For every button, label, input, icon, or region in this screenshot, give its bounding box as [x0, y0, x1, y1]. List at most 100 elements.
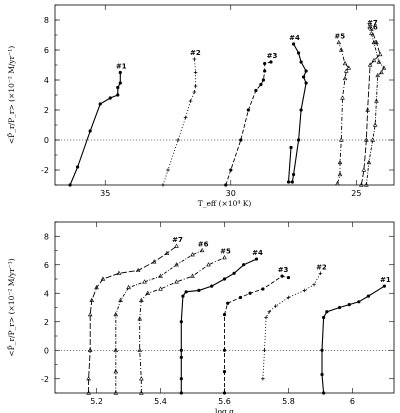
- data-point: [280, 274, 284, 278]
- data-point: [94, 284, 99, 290]
- data-point: [199, 247, 205, 253]
- data-point: [290, 180, 294, 184]
- data-point: [375, 72, 380, 78]
- data-point: [371, 57, 377, 63]
- y-axis-label: <P̂_r/P_r> (×10⁻² M/yr⁻¹): [7, 46, 16, 144]
- data-point: [179, 348, 183, 352]
- y-tick-label: 2: [44, 106, 49, 115]
- data-point: [366, 294, 371, 298]
- series-line-2: [262, 273, 321, 379]
- data-point: [166, 168, 170, 172]
- series-label: #3: [278, 266, 289, 274]
- data-point: [190, 252, 195, 257]
- top-panel-teff: -2 0 2 4 6 8 35 30 25 T_eff (×10⁴ K) <P̂_r/P_r> (×…: [7, 4, 395, 208]
- series-label: #1: [380, 276, 391, 284]
- data-point: [302, 288, 307, 293]
- data-point: [100, 276, 106, 281]
- series-line-6: [115, 250, 203, 393]
- y-tick-label: 6: [44, 46, 49, 55]
- data-point: [322, 315, 326, 320]
- data-point: [206, 262, 211, 267]
- data-point: [261, 78, 266, 82]
- data-point: [289, 145, 293, 150]
- data-point: [343, 68, 349, 73]
- data-point: [179, 355, 183, 359]
- y-tick-label: 0: [44, 136, 49, 145]
- data-point: [179, 377, 183, 381]
- data-point: [222, 313, 227, 317]
- data-point: [338, 305, 342, 310]
- x-tick-label: 25: [351, 189, 361, 198]
- data-point: [222, 391, 227, 395]
- data-point: [174, 262, 179, 267]
- data-point: [372, 122, 378, 127]
- data-point: [304, 69, 308, 73]
- data-point: [338, 47, 344, 52]
- x-tick-label: 5.2: [90, 397, 103, 406]
- series-line-2: [162, 58, 197, 186]
- series-line-3: [224, 275, 289, 393]
- series-label: #2: [316, 263, 327, 271]
- data-point: [286, 180, 291, 184]
- data-point: [238, 295, 243, 300]
- data-point: [222, 348, 227, 352]
- data-point: [254, 257, 259, 261]
- data-point: [139, 297, 144, 302]
- data-point: [116, 85, 120, 90]
- x-tick-label: 5.6: [218, 397, 231, 406]
- data-point: [226, 301, 230, 305]
- data-point: [113, 347, 119, 352]
- series-line-7: [88, 245, 177, 393]
- data-point: [262, 348, 267, 353]
- data-point: [296, 51, 301, 55]
- data-point: [229, 168, 233, 172]
- data-point: [179, 391, 183, 395]
- data-point: [304, 81, 308, 85]
- data-point: [337, 159, 343, 165]
- series-line-6: [365, 33, 385, 186]
- data-point: [222, 254, 227, 260]
- data-point: [86, 376, 91, 381]
- data-point: [184, 290, 188, 294]
- data-point: [261, 376, 265, 381]
- data-point: [76, 165, 80, 169]
- data-point: [239, 138, 243, 142]
- data-point: [269, 60, 273, 64]
- data-point: [322, 391, 326, 395]
- data-point: [376, 59, 382, 64]
- data-point: [158, 286, 163, 291]
- x-tick-label: 35: [100, 189, 110, 198]
- data-point: [197, 288, 201, 292]
- data-point: [361, 167, 367, 172]
- data-point: [246, 108, 250, 112]
- data-point: [222, 277, 227, 281]
- data-point: [193, 84, 198, 88]
- data-point: [192, 57, 197, 61]
- data-point: [179, 320, 183, 324]
- data-point: [261, 287, 265, 291]
- y-tick-label: -2: [41, 375, 49, 384]
- data-point: [336, 39, 342, 45]
- data-point: [193, 70, 198, 75]
- data-point: [174, 243, 179, 248]
- data-point: [263, 69, 267, 73]
- data-point: [340, 95, 345, 100]
- data-point: [286, 295, 291, 300]
- series-label: #7: [172, 236, 183, 244]
- data-point: [116, 93, 120, 97]
- data-point: [312, 282, 316, 287]
- data-point: [190, 273, 195, 278]
- data-point: [151, 259, 157, 264]
- data-point: [365, 107, 370, 112]
- x-axis-label: T_eff (×10⁴ K): [198, 199, 252, 208]
- data-point: [142, 279, 147, 284]
- data-point: [137, 316, 143, 321]
- series-line-5: [139, 257, 225, 393]
- data-point: [113, 368, 119, 374]
- data-point: [145, 290, 151, 295]
- x-tick-label: 5.4: [154, 397, 167, 406]
- data-point: [192, 90, 197, 94]
- data-point: [299, 60, 303, 64]
- data-point: [86, 390, 91, 395]
